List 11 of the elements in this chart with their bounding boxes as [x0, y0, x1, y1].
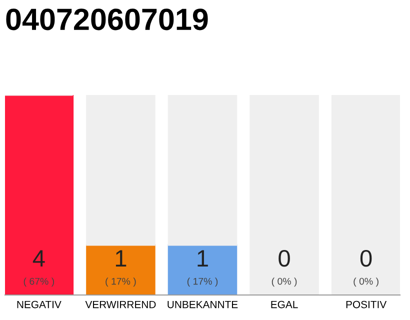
chart-title: 040720607019: [6, 8, 208, 30]
data-label: 4 ( 67% ): [24, 250, 54, 287]
x-tick-label: VERWIRREND: [85, 300, 156, 308]
data-label: 0 ( 0% ): [272, 250, 297, 287]
x-tick-label: POSITIV: [346, 300, 387, 308]
x-tick-label: UNBEKANNTE: [168, 300, 238, 308]
x-tick-label: EGAL: [271, 300, 298, 308]
data-label: 1 ( 17% ): [187, 250, 218, 287]
x-tick-label: NEGATIV: [17, 300, 62, 308]
data-label: 0 ( 0% ): [354, 250, 378, 287]
data-label: 1 ( 17% ): [106, 250, 136, 287]
